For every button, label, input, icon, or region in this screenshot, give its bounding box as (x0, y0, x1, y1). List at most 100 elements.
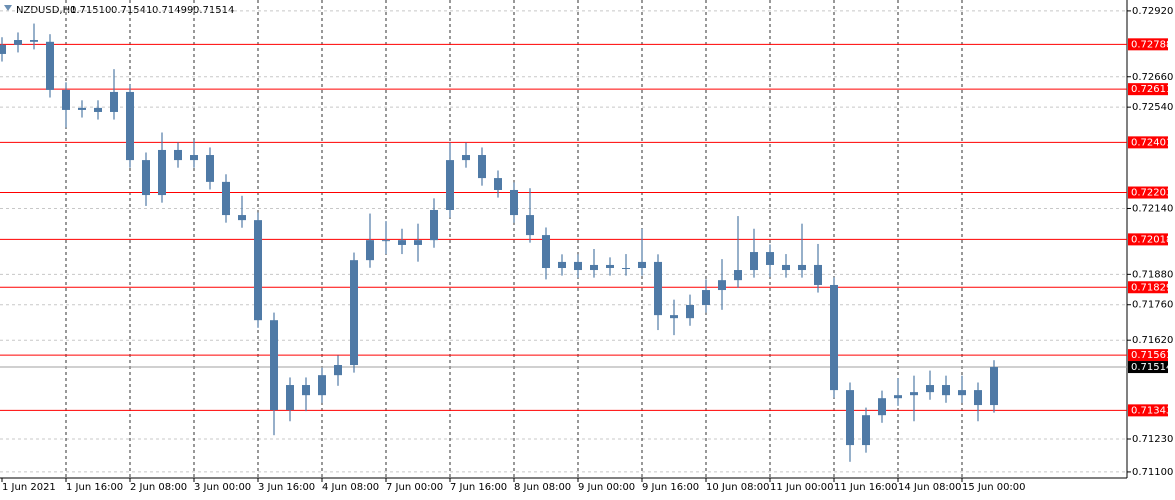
candle-body (846, 390, 854, 446)
candle-body (302, 385, 310, 396)
header-value: 0.71541 (111, 5, 152, 16)
level-label: 0.71829 (1131, 282, 1172, 293)
candle-body (158, 149, 166, 196)
y-tick-label: 0.72920 (1132, 6, 1173, 17)
candle-body (414, 240, 422, 245)
candle-body (174, 149, 182, 161)
candle-body (718, 280, 726, 291)
candle-body (222, 181, 230, 216)
candle-body (574, 261, 582, 271)
candle-body (606, 264, 614, 269)
candle-body (0, 44, 6, 54)
candle-body (510, 189, 518, 216)
x-tick-label: 1 Jun 2021 (2, 482, 56, 493)
x-tick-label: 9 Jun 00:00 (578, 482, 635, 493)
header-value: 0.71514 (193, 5, 234, 16)
candle-body (78, 107, 86, 110)
level-label: 0.72018 (1131, 234, 1172, 245)
candle-body (238, 215, 246, 221)
candle-body (734, 270, 742, 281)
candle-body (110, 91, 118, 112)
candle-body (366, 240, 374, 261)
level-label-box (1128, 233, 1168, 246)
level-label-box (1128, 281, 1168, 294)
current-price-label: 0.71514 (1131, 362, 1172, 373)
level-label-box (1128, 38, 1168, 51)
candle-body (814, 264, 822, 285)
y-tick-label: 0.72660 (1132, 72, 1173, 83)
candle-body (46, 41, 54, 90)
candle-body (30, 40, 38, 42)
candle-body (782, 264, 790, 271)
candle-body (350, 260, 358, 366)
candle-body (926, 385, 934, 393)
y-tick-label: 0.72540 (1132, 102, 1173, 113)
candle-body (62, 89, 70, 110)
x-tick-label: 3 Jun 16:00 (258, 482, 315, 493)
header-value: 0.71499 (152, 5, 193, 16)
candle-body (750, 252, 758, 271)
x-tick-label: 11 Jun 16:00 (834, 482, 898, 493)
candle-body (558, 261, 566, 269)
symbol-icon (4, 5, 12, 11)
x-tick-label: 15 Jun 00:00 (962, 482, 1026, 493)
level-label-box (1128, 186, 1168, 199)
y-tick-label: 0.71100 (1132, 467, 1173, 478)
y-tick-label: 0.72140 (1132, 203, 1173, 214)
candle-body (542, 235, 550, 269)
candle-body (190, 155, 198, 161)
candle-body (526, 215, 534, 236)
candle-body (462, 155, 470, 161)
candle-body (334, 365, 342, 376)
level-label: 0.71343 (1131, 405, 1172, 416)
candle-body (654, 261, 662, 316)
candle-body (638, 261, 646, 269)
current-price-box (1128, 361, 1168, 374)
x-tick-label: 14 Jun 08:00 (898, 482, 962, 493)
x-tick-label: 3 Jun 00:00 (194, 482, 251, 493)
level-label: 0.71561 (1131, 350, 1172, 361)
candle-body (446, 160, 454, 210)
level-label: 0.72611 (1131, 84, 1172, 95)
candle-body (766, 252, 774, 265)
chart-title: NZDUSD,H1 (16, 5, 76, 16)
candle-body (622, 268, 630, 270)
level-label-box (1128, 136, 1168, 149)
x-tick-label: 1 Jun 16:00 (66, 482, 123, 493)
x-tick-label: 10 Jun 08:00 (706, 482, 770, 493)
candle-body (206, 155, 214, 182)
candle-body (798, 264, 806, 271)
candle-body (270, 320, 278, 411)
candle-body (142, 160, 150, 196)
y-tick-label: 0.71880 (1132, 269, 1173, 280)
y-tick-label: 0.71760 (1132, 300, 1173, 311)
level-label: 0.72203 (1131, 188, 1172, 199)
candle-body (398, 240, 406, 245)
candle-body (382, 240, 390, 242)
y-tick-label: 0.71230 (1132, 434, 1173, 445)
x-tick-label: 7 Jun 16:00 (450, 482, 507, 493)
candle-body (590, 264, 598, 271)
level-label-box (1128, 349, 1168, 362)
candle-body (910, 392, 918, 396)
x-tick-label: 8 Jun 08:00 (514, 482, 571, 493)
candle-body (862, 415, 870, 446)
candle-body (670, 315, 678, 319)
candle-body (686, 304, 694, 319)
candle-body (254, 220, 262, 321)
x-tick-label: 9 Jun 16:00 (642, 482, 699, 493)
candle-body (430, 209, 438, 241)
level-label: 0.72401 (1131, 137, 1172, 148)
y-tick-label: 0.71620 (1132, 335, 1173, 346)
candle-body (878, 398, 886, 416)
candle-body (942, 385, 950, 396)
level-label-box (1128, 83, 1168, 96)
candle-body (830, 284, 838, 391)
candle-body (286, 385, 294, 411)
level-label: 0.72788 (1131, 39, 1172, 50)
candle-body (94, 107, 102, 112)
candle-body (318, 375, 326, 396)
candle-body (478, 155, 486, 179)
